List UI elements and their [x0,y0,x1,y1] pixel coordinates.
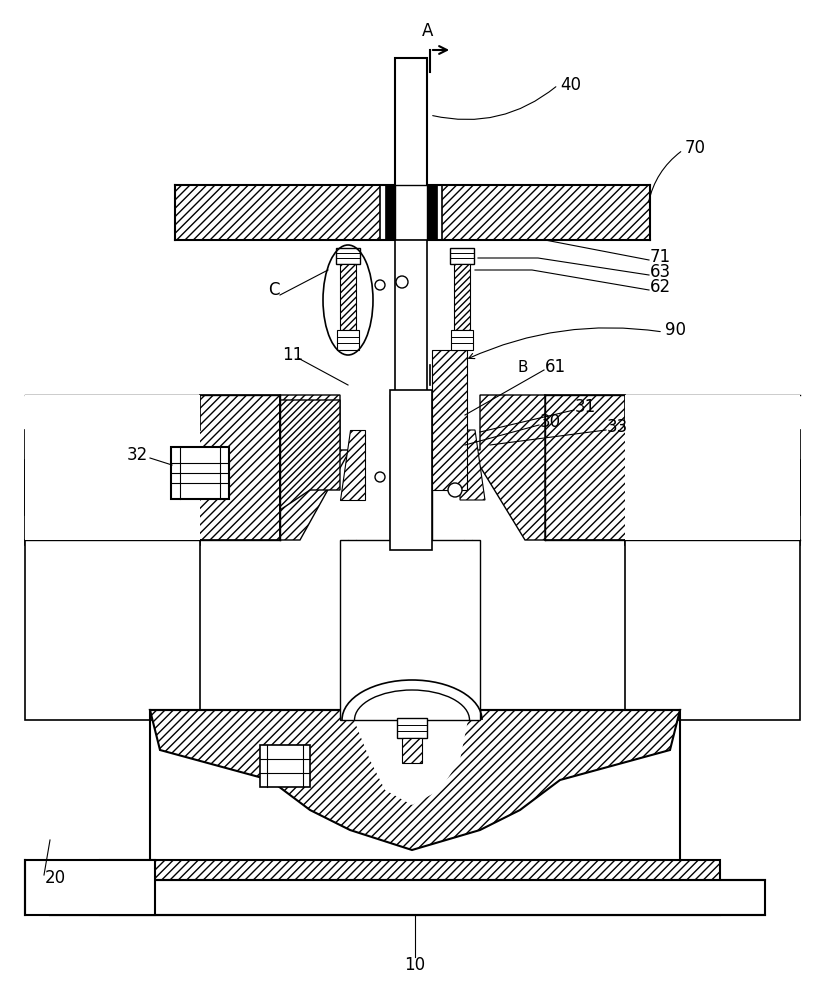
Text: 63: 63 [650,263,671,281]
Polygon shape [340,430,365,500]
Text: 20: 20 [45,869,66,887]
Bar [25,860,155,915]
Bar [175,185,380,240]
Bar [442,185,650,240]
Text: 33: 33 [607,418,628,436]
Bar [397,718,427,738]
Circle shape [396,276,408,288]
Text: 90: 90 [665,321,686,339]
Text: 31: 31 [575,398,597,416]
Bar [25,395,200,540]
Bar [395,58,427,188]
Bar [385,185,395,240]
Circle shape [448,483,462,497]
Bar [340,540,480,720]
Text: 10: 10 [405,956,425,974]
Circle shape [375,280,385,290]
Bar [100,860,720,915]
Text: 30: 30 [540,413,561,431]
Text: 40: 40 [560,76,581,94]
Polygon shape [470,395,545,540]
Polygon shape [350,710,470,805]
Bar [402,738,422,763]
Bar [432,350,467,490]
Bar [427,185,437,240]
Text: C: C [268,281,279,299]
Bar [337,330,359,350]
Bar [171,447,229,499]
Bar [25,540,200,720]
Text: 61: 61 [545,358,566,376]
Bar [390,390,432,550]
Polygon shape [150,710,680,850]
Text: 11: 11 [282,346,303,364]
Text: A: A [414,392,425,408]
Polygon shape [25,460,55,515]
Bar [625,540,800,720]
Bar [395,185,427,240]
Polygon shape [280,400,340,510]
Bar [50,880,765,915]
Bar [260,745,310,787]
Bar [450,248,474,264]
Text: 71: 71 [650,248,671,266]
Bar [451,330,473,350]
Bar [395,240,427,430]
Bar [336,248,360,264]
Circle shape [375,472,385,482]
Text: B: B [518,360,528,374]
Polygon shape [545,395,800,545]
Polygon shape [280,395,350,540]
Polygon shape [25,395,280,545]
Bar [454,264,470,330]
Text: A: A [423,22,433,40]
Text: 32: 32 [127,446,148,464]
Bar [625,395,800,540]
Text: 62: 62 [650,278,671,296]
Text: 70: 70 [685,139,706,157]
Bar [340,264,356,330]
Polygon shape [770,460,800,515]
Polygon shape [460,430,485,500]
